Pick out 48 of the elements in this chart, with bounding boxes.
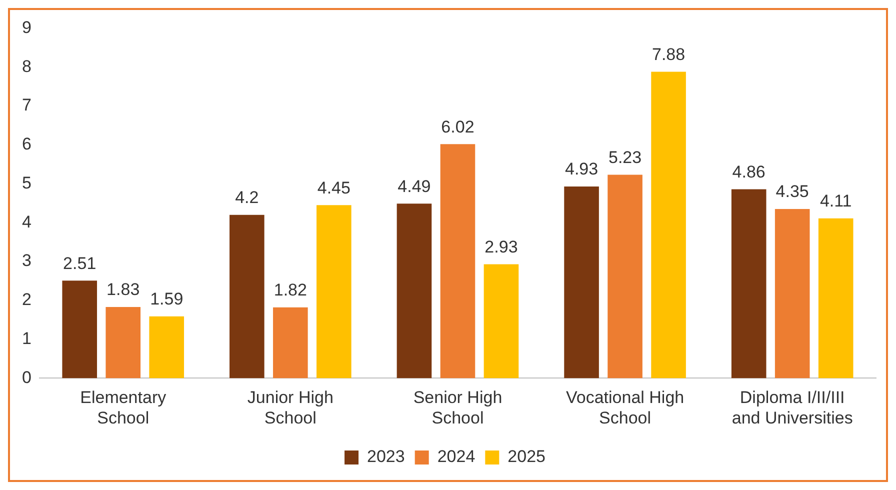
bar — [774, 209, 810, 378]
bar — [564, 186, 599, 378]
x-tick-label: Diploma I/II/III and Universities — [732, 388, 853, 428]
bar — [62, 280, 98, 378]
bar — [149, 316, 184, 378]
legend-label: 2024 — [437, 447, 476, 466]
bar — [731, 189, 766, 378]
bar — [106, 307, 141, 378]
x-tick-label: Junior High School — [247, 388, 334, 428]
x-tick-label: Vocational High School — [566, 388, 684, 428]
bar — [484, 264, 519, 378]
y-tick-label: 1 — [22, 329, 32, 348]
y-tick-label: 9 — [22, 18, 32, 37]
bar — [651, 72, 686, 378]
legend-label: 2025 — [508, 447, 546, 466]
bar — [230, 214, 264, 378]
y-tick-label: 5 — [22, 173, 32, 192]
bar — [818, 218, 854, 378]
data-label: 4.2 — [235, 188, 259, 208]
data-label: 7.88 — [652, 44, 686, 64]
legend-label: 2023 — [367, 447, 405, 466]
bar — [273, 307, 308, 378]
data-label: 1.59 — [150, 290, 184, 309]
data-label: 4.45 — [317, 178, 350, 198]
y-tick-label: 4 — [22, 212, 32, 232]
bar — [396, 204, 432, 378]
data-label: 5.23 — [608, 148, 642, 167]
x-tick-label: Senior High School — [413, 388, 502, 428]
bar — [440, 144, 476, 378]
x-tick-label: Elementary School — [80, 388, 167, 428]
y-tick-label: 0 — [22, 368, 32, 387]
bar — [608, 174, 642, 378]
bar — [316, 205, 352, 378]
y-tick-label: 2 — [22, 290, 32, 310]
data-label: 6.02 — [441, 117, 474, 136]
y-tick-label: 8 — [22, 56, 32, 76]
y-tick-label: 3 — [22, 251, 32, 270]
data-label: 1.83 — [106, 280, 140, 300]
y-tick-label: 6 — [22, 134, 32, 154]
data-label: 4.11 — [820, 192, 852, 211]
data-label: 2.51 — [63, 254, 96, 273]
data-label: 4.49 — [398, 176, 431, 196]
data-label: 4.86 — [732, 162, 766, 182]
data-label: 2.93 — [484, 237, 518, 256]
y-tick-label: 7 — [22, 96, 32, 115]
data-label: 1.82 — [274, 280, 307, 300]
data-label: 4.35 — [776, 182, 809, 202]
data-label: 4.93 — [564, 160, 598, 179]
